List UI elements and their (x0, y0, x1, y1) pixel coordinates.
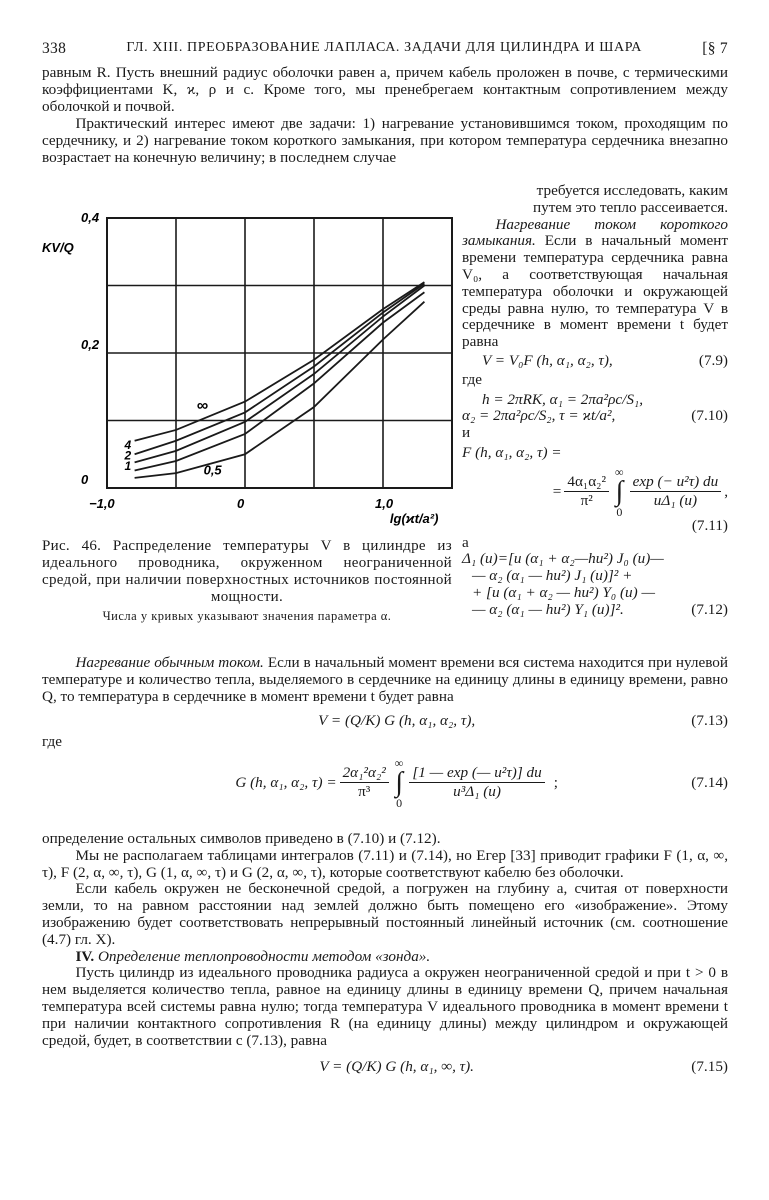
running-header: 338 ГЛ. XIII. ПРЕОБРАЗОВАНИЕ ЛАПЛАСА. ЗА… (42, 40, 728, 58)
curve-2 (134, 284, 425, 464)
curve-label: ∞ (197, 397, 208, 414)
fraction-numerator: [1 — exp (— u²τ)] du (409, 764, 545, 784)
text: где (42, 733, 62, 751)
figure-note: Числа у кривых указывают значения параме… (102, 609, 392, 623)
equation-7-12-line: — α₂ (α₁ — hu²) J₁ (u)]² + (472, 567, 633, 585)
curve-∞ (134, 281, 425, 442)
y-tick-label: 0 (81, 472, 89, 487)
curve-label: 4 (123, 438, 131, 452)
equals: = (552, 482, 562, 500)
paragraph: Мы не располагаем таблицами интегралов (… (42, 846, 728, 881)
subsection-heading: Определение теплопроводности методом «зо… (94, 947, 431, 965)
subsection-heading: Нагревание током короткого замыкания. (462, 215, 728, 250)
paragraph: определение остальных символов приведено… (42, 829, 441, 847)
x-axis-label: lg(ϰt/a²) (390, 511, 439, 526)
equation-label: (7.15) (691, 1058, 728, 1076)
x-tick-label: 0 (237, 496, 245, 511)
paragraph: Пусть цилиндр из идеального проводника р… (42, 964, 728, 1049)
section-number: IV. (75, 947, 95, 965)
equation-label: (7.14) (691, 773, 728, 791)
section-mark: [§ 7 (702, 40, 728, 57)
text-line: путем это тепло рассеивается. (533, 198, 728, 216)
text: где (462, 370, 482, 388)
figure-46-chart: 00,20,4−1,0 0 1,0KV/Qlg(ϰt/a²)∞421 0,5 (42, 210, 453, 526)
equation-label: (7.9) (698, 351, 728, 369)
paragraph: равным R. Пусть внешний радиус оболочки … (42, 64, 728, 115)
equation-7-11-lhs: F (h, α₁, α₂, τ) = (462, 443, 562, 461)
paragraph: Если в начальный момент времени температ… (462, 232, 729, 351)
equation-label: (7.10) (691, 407, 728, 425)
x-tick-label: 1,0 (375, 496, 394, 511)
fraction-denominator: uΔ₁ (u) (653, 492, 698, 510)
x-tick-label: −1,0 (89, 496, 115, 511)
equation-7-12-line: Δ₁ (u)=[u (α₁ + α₂—hu²) J₀ (u)— (462, 550, 664, 568)
right-column: требуется исследовать, каким путем это т… (462, 182, 729, 619)
curve-4 (134, 282, 425, 456)
equation-7-10a: h = 2πRK, α₁ = 2πa²ρc/S₁, (482, 390, 644, 408)
equation-lhs: G (h, α₁, α₂, τ) = (235, 773, 337, 791)
equation-7-11: = 4α₁α₂² π² ∞ ∫ 0 exp (− u²τ) du uΔ₁ (u) , (462, 466, 728, 518)
fraction-numerator: exp (− u²τ) du (629, 473, 722, 493)
chapter-title: ГЛ. XIII. ПРЕОБРАЗОВАНИЕ ЛАПЛАСА. ЗАДАЧИ… (126, 40, 643, 55)
figure-caption: Рис. 46. Распределение температуры V в ц… (42, 538, 452, 605)
equation-label: (7.11) (691, 516, 728, 534)
curve-label: 1 (124, 459, 131, 473)
equation-7-15: V = (Q/K) G (h, α₁, ∞, τ). (319, 1058, 474, 1076)
curve-label: 2 (123, 449, 131, 463)
page-number: 338 (42, 40, 67, 57)
integral-sign: ∞ ∫ 0 (615, 464, 624, 519)
paragraph: Если в начальный момент времени вся сист… (42, 654, 728, 705)
text: а (462, 533, 469, 551)
text-line: требуется исследовать, каким (536, 182, 728, 199)
paragraph: Если кабель окружен не бесконечной средо… (42, 880, 728, 948)
integral-sign: ∞ ∫ 0 (394, 755, 404, 810)
text: и (462, 424, 471, 442)
equation-label: (7.13) (691, 712, 728, 730)
curve-label: 0,5 (204, 463, 223, 478)
main-text: Нагревание обычным током. Если в начальн… (42, 654, 728, 1076)
equation-7-13: V = (Q/K) G (h, α₁, α₂, τ), (318, 712, 476, 730)
fraction-denominator: π² (580, 492, 593, 510)
semicolon: ; (553, 773, 558, 791)
curve-0,5 (134, 301, 426, 479)
subsection-heading: Нагревание обычным током. (75, 654, 264, 671)
paragraph: Практический интерес имеют две задачи: 1… (42, 115, 728, 166)
fraction-denominator: u³Δ₁ (u) (453, 783, 501, 801)
fraction-denominator: π³ (358, 783, 371, 801)
fraction-numerator: 4α₁α₂² (564, 473, 610, 493)
equation-label: (7.12) (691, 600, 728, 618)
fraction-numerator: 2α₁²α₂² (339, 764, 389, 784)
y-tick-label: 0,2 (81, 337, 100, 352)
curve-1 (134, 291, 425, 472)
equation-7-12-line: — α₂ (α₁ — hu²) Y₁ (u)]². (472, 600, 624, 618)
comma: , (724, 482, 728, 500)
equation-7-9: V = V₀F (h, α₁, α₂, τ), (482, 351, 613, 369)
y-tick-label: 0,4 (81, 210, 100, 225)
equation-7-12-line: + [u (α₁ + α₂ — hu²) Y₀ (u) — (472, 583, 655, 601)
equation-7-10b: α₂ = 2πa²ρc/S₂, τ = ϰt/a², (462, 407, 616, 425)
equation-7-14: G (h, α₁, α₂, τ) = 2α₁²α₂² π³ ∞ ∫ 0 [1 — ex… (235, 757, 558, 809)
y-axis-label: KV/Q (42, 240, 74, 255)
